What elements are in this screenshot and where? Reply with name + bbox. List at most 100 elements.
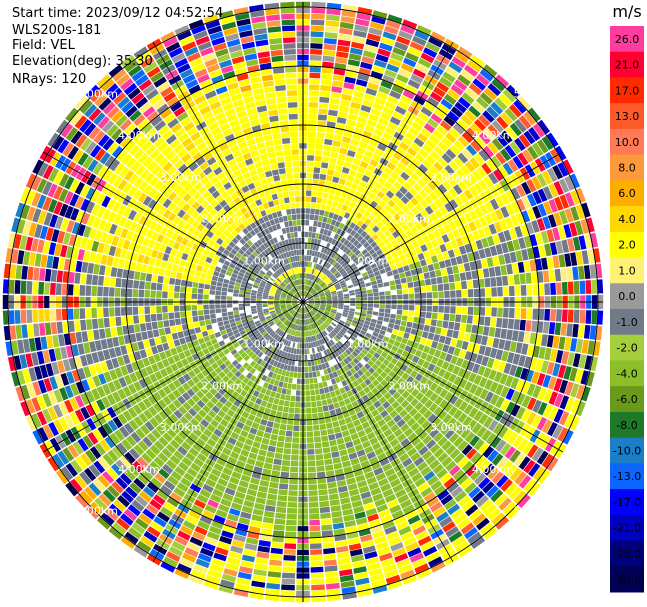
velocity-gate [361, 306, 368, 311]
velocity-gate [550, 309, 556, 322]
velocity-gate [269, 338, 275, 344]
velocity-gate [367, 33, 381, 42]
velocity-gate [304, 291, 307, 297]
velocity-gate [303, 290, 305, 297]
velocity-gate [180, 525, 194, 536]
velocity-gate [488, 223, 497, 235]
velocity-gate [213, 514, 226, 524]
velocity-gate [159, 368, 168, 378]
velocity-gate [477, 325, 484, 335]
velocity-gate [223, 391, 231, 400]
velocity-gate [463, 262, 471, 272]
velocity-gate [390, 333, 397, 340]
velocity-gate [352, 279, 358, 285]
velocity-gate [291, 455, 299, 461]
velocity-gate [308, 303, 314, 306]
velocity-gate [368, 349, 376, 356]
velocity-gate [276, 386, 283, 394]
velocity-gate [306, 279, 309, 285]
velocity-gate [455, 255, 463, 265]
velocity-gate [548, 391, 558, 405]
velocity-gate [306, 184, 312, 191]
velocity-gate [486, 257, 494, 268]
velocity-gate [433, 108, 446, 120]
velocity-gate [372, 10, 388, 19]
velocity-gate [448, 530, 463, 543]
velocity-gate [346, 403, 354, 411]
velocity-gate [308, 280, 311, 286]
velocity-gate [407, 514, 421, 525]
velocity-gate [304, 261, 307, 267]
velocity-gate [555, 350, 564, 364]
velocity-gate [346, 363, 353, 370]
velocity-gate [318, 272, 323, 278]
velocity-gate [307, 294, 312, 299]
velocity-gate [317, 320, 322, 325]
velocity-gate [403, 427, 414, 437]
velocity-gate [341, 166, 350, 174]
velocity-gate [134, 370, 143, 381]
velocity-gate [476, 426, 487, 438]
velocity-gate [286, 424, 293, 431]
velocity-gate [266, 499, 277, 507]
velocity-gate [166, 496, 180, 508]
velocity-gate [172, 389, 182, 399]
velocity-gate [363, 502, 376, 511]
velocity-gate [469, 435, 480, 447]
velocity-gate [385, 405, 395, 414]
velocity-gate [343, 161, 352, 169]
velocity-gate [339, 353, 346, 360]
velocity-gate [348, 452, 358, 460]
velocity-gate [314, 341, 319, 347]
velocity-gate [332, 522, 345, 530]
velocity-gate [365, 352, 373, 359]
velocity-gate [581, 250, 589, 265]
velocity-gate [240, 560, 254, 569]
velocity-gate [481, 335, 488, 346]
velocity-gate [542, 270, 550, 283]
velocity-gate [529, 332, 537, 345]
velocity-gate [380, 514, 393, 524]
velocity-gate [402, 19, 418, 30]
velocity-gate [373, 195, 382, 204]
velocity-gate [261, 522, 274, 530]
velocity-gate [304, 249, 307, 255]
velocity-gate [523, 111, 537, 126]
velocity-gate [292, 378, 297, 384]
velocity-gate [250, 477, 260, 485]
velocity-gate [541, 257, 548, 270]
velocity-gate [483, 463, 495, 476]
velocity-gate [474, 386, 484, 397]
velocity-gate [406, 177, 416, 187]
velocity-gate [330, 391, 336, 398]
velocity-gate [60, 466, 74, 481]
velocity-gate [40, 336, 48, 350]
velocity-gate [310, 572, 324, 579]
velocity-gate [380, 423, 390, 433]
velocity-gate [380, 351, 388, 359]
velocity-gate [349, 263, 356, 269]
velocity-gate [210, 433, 220, 443]
velocity-gate [279, 423, 287, 431]
velocity-gate [380, 483, 392, 492]
velocity-gate [182, 392, 191, 401]
velocity-gate [526, 344, 535, 357]
velocity-gate [96, 516, 111, 530]
velocity-gate [324, 416, 332, 424]
velocity-gate [305, 225, 309, 232]
velocity-gate [276, 501, 287, 508]
velocity-gate [288, 347, 292, 353]
velocity-gate [559, 194, 570, 209]
velocity-gate [323, 553, 337, 561]
velocity-gate [312, 291, 318, 296]
velocity-gate [514, 453, 526, 467]
velocity-gate [121, 438, 133, 451]
velocity-gate [380, 112, 392, 121]
velocity-gate [72, 441, 84, 455]
velocity-gate [194, 413, 204, 423]
velocity-gate [385, 304, 391, 309]
velocity-gate [312, 269, 317, 275]
velocity-gate [375, 337, 383, 344]
velocity-gate [240, 342, 247, 349]
velocity-gate [280, 351, 286, 357]
